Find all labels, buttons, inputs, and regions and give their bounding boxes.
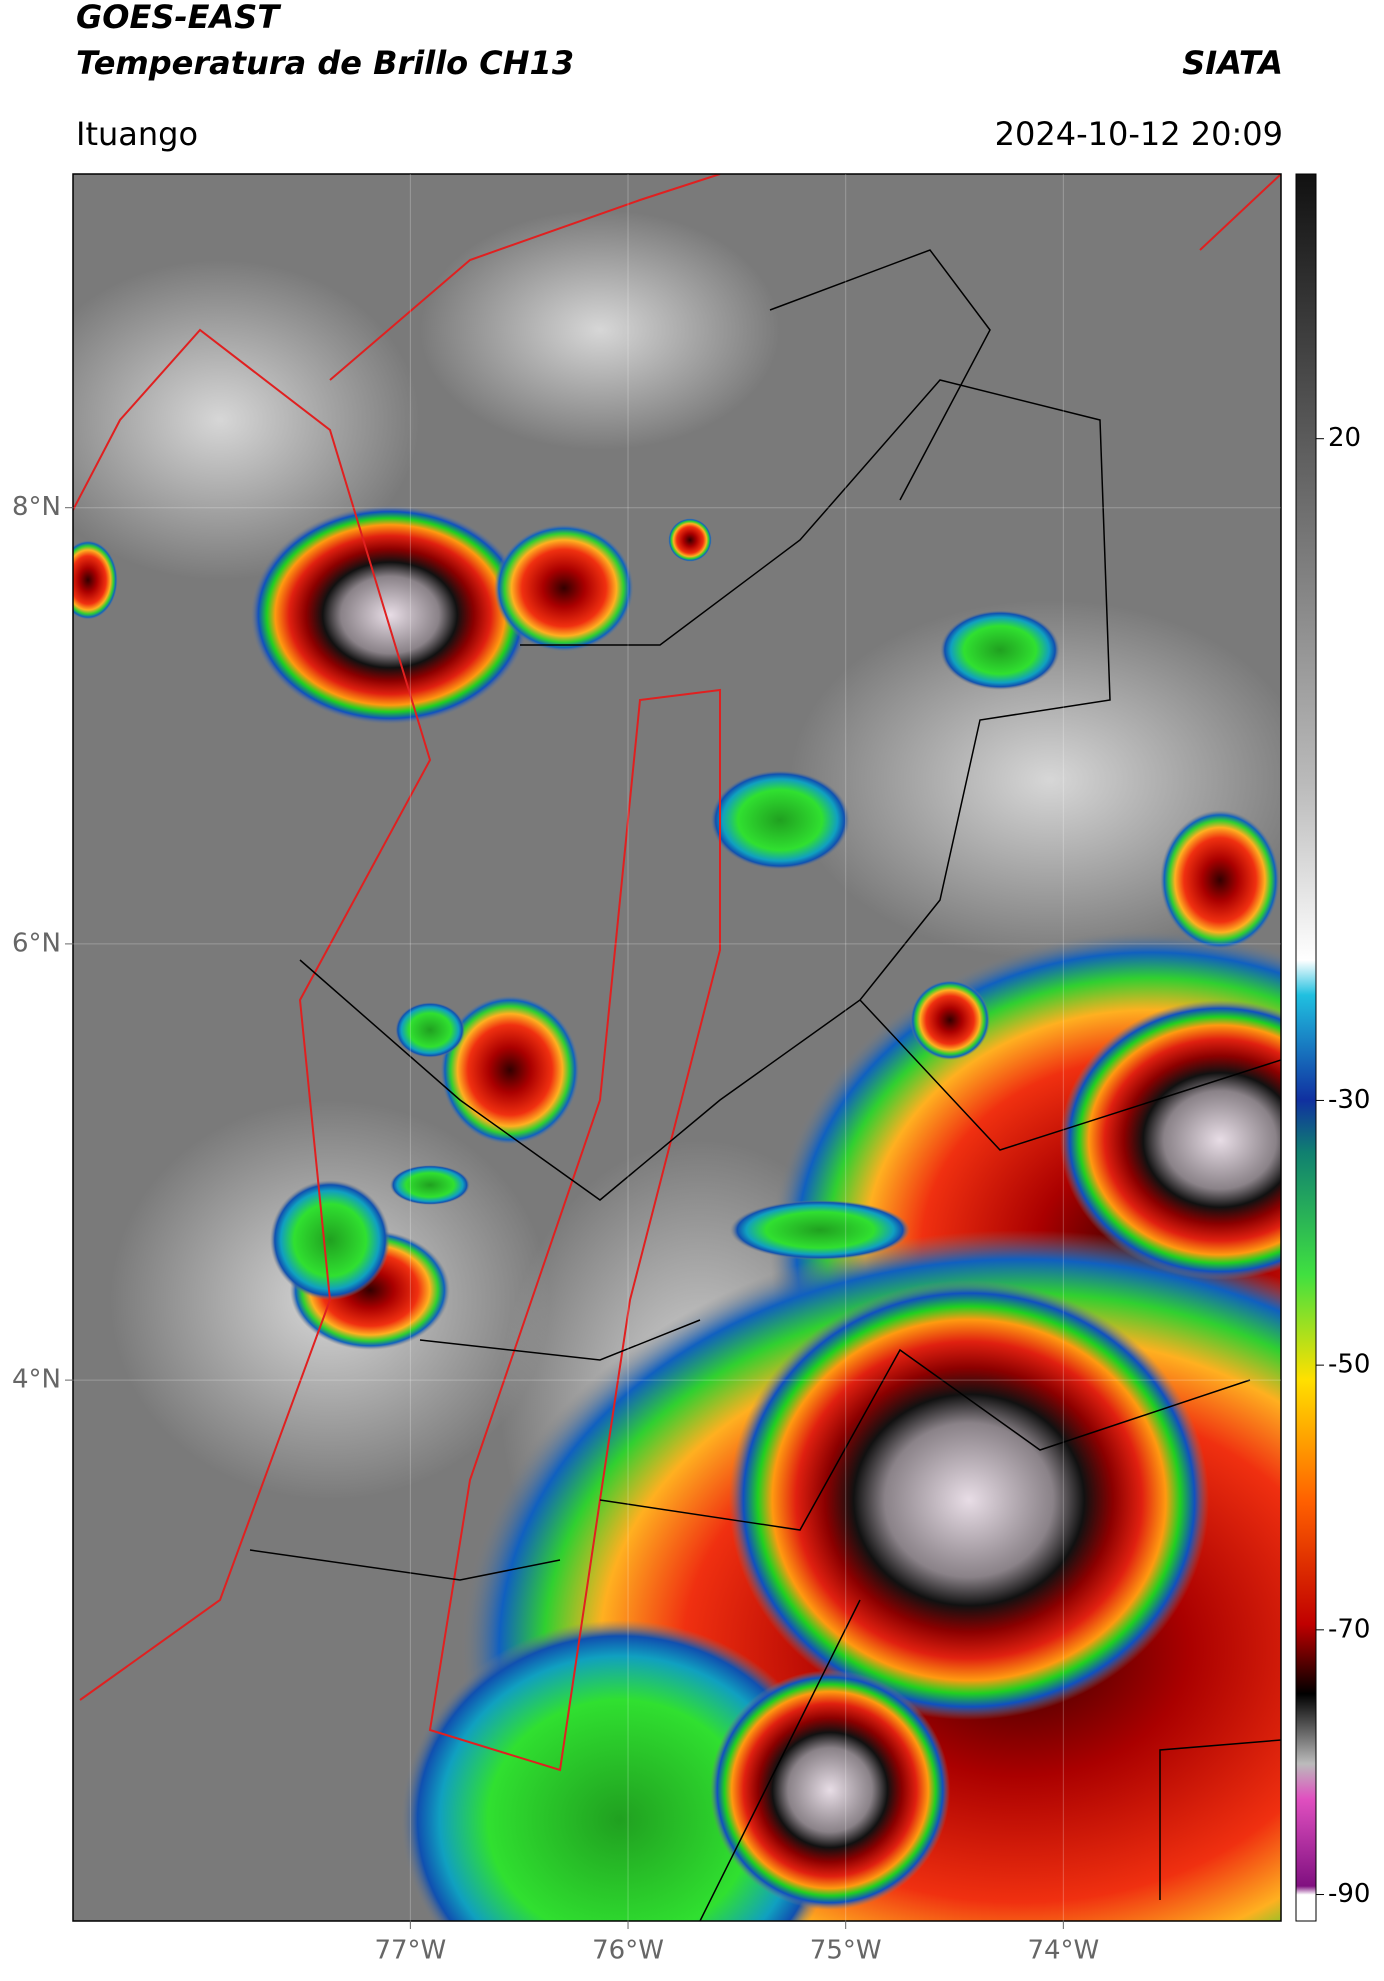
satellite-image <box>73 174 1281 1921</box>
source: SIATA <box>1182 44 1283 82</box>
x-tick-label: 76°W <box>592 1936 664 1966</box>
colorbar-tick-label: -90 <box>1328 1879 1370 1909</box>
colorbar-tick-label: -70 <box>1328 1614 1370 1644</box>
datetime: 2024-10-12 20:09 <box>995 115 1283 153</box>
y-tick-label: 4°N <box>12 1365 61 1395</box>
subtitle: Temperatura de Brillo CH13 <box>76 44 574 82</box>
y-tick-label: 8°N <box>12 492 61 522</box>
x-tick-label: 75°W <box>810 1936 882 1966</box>
colorbar-tick-label: -50 <box>1328 1350 1370 1380</box>
colorbar <box>1295 173 1317 1922</box>
map-frame <box>72 173 1282 1922</box>
x-tick-label: 74°W <box>1027 1936 1099 1966</box>
location: Ituango <box>76 115 198 153</box>
title: GOES-EAST <box>76 0 281 36</box>
colorbar-tick-label: -30 <box>1328 1085 1370 1115</box>
x-tick-label: 77°W <box>374 1936 446 1966</box>
colorbar-tick-label: 20 <box>1328 423 1361 453</box>
y-tick-label: 6°N <box>12 928 61 958</box>
